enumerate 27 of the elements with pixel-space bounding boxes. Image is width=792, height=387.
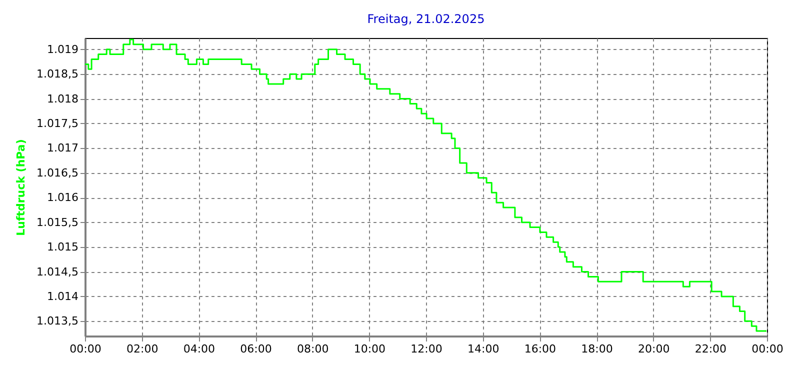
x-tick-label: 00:00 [70, 342, 102, 356]
x-tick-label: 08:00 [296, 342, 329, 356]
x-tick-label: 22:00 [694, 342, 727, 356]
x-tick-label: 12:00 [410, 342, 442, 356]
y-tick-label: 1.017,5 [36, 116, 78, 130]
x-tick-label: 10:00 [354, 342, 386, 356]
y-tick-label: 1.015 [47, 240, 78, 254]
x-tick-label: 00:00 [752, 342, 784, 356]
x-tick-label: 04:00 [183, 342, 216, 356]
y-tick-label: 1.017 [47, 142, 78, 155]
x-tick-label: 14:00 [467, 342, 500, 356]
y-tick-label: 1.016 [47, 191, 78, 204]
y-tick-label: 1.015,5 [36, 216, 78, 229]
y-tick-label: 1.018 [47, 92, 78, 106]
x-tick-label: 02:00 [126, 342, 158, 356]
y-tick-label: 1.019 [47, 42, 78, 56]
y-tick-label: 1.018,5 [36, 68, 78, 81]
y-tick-label: 1.013,5 [36, 314, 78, 328]
x-tick-label: 06:00 [240, 342, 272, 356]
y-tick-label: 1.016,5 [36, 166, 78, 180]
chart-title: Freitag, 21.02.2025 [367, 12, 485, 26]
y-axis-title: Luftdruck (hPa) [14, 139, 28, 236]
x-tick-label: 16:00 [524, 342, 556, 356]
x-tick-label: 18:00 [581, 342, 613, 356]
y-tick-label: 1.014,5 [36, 265, 78, 278]
y-tick-label: 1.014 [47, 290, 78, 303]
x-tick-label: 20:00 [638, 342, 670, 356]
